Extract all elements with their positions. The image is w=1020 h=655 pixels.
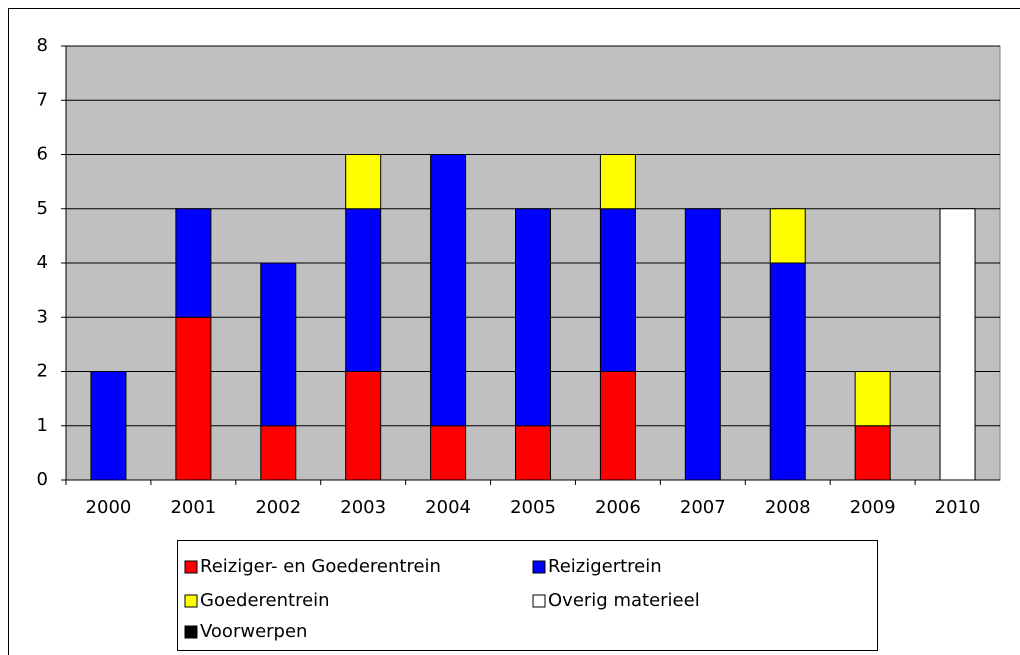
legend-label: Overig materieel	[548, 590, 700, 611]
legend-label: Reizigertrein	[548, 556, 662, 577]
bar-segment	[175, 316, 212, 481]
bar-segment	[260, 262, 297, 427]
x-tick-label: 2005	[510, 497, 556, 518]
y-tick-label: 1	[37, 415, 48, 436]
bar-segment	[430, 154, 467, 427]
bar-segment	[769, 262, 806, 481]
y-tick-label: 7	[37, 89, 48, 110]
x-tick-label: 2000	[86, 497, 132, 518]
y-tick-label: 4	[37, 252, 48, 273]
x-tick-label: 2004	[425, 497, 471, 518]
bar-segment	[345, 371, 382, 481]
x-tick-label: 2006	[595, 497, 641, 518]
y-tick-label: 6	[37, 144, 48, 165]
bar-segment	[599, 154, 636, 210]
bar-segment	[854, 425, 891, 481]
bar-segment	[599, 208, 636, 372]
x-tick-label: 2003	[340, 497, 386, 518]
bar-segment	[599, 371, 636, 481]
legend-label: Goederentrein	[200, 590, 330, 611]
legend-swatch	[184, 560, 198, 574]
y-tick-label: 0	[37, 469, 48, 490]
bar-segment	[430, 425, 467, 481]
bar-segment	[684, 208, 721, 481]
y-tick-label: 2	[37, 361, 48, 382]
bar-segment	[769, 208, 806, 264]
legend-swatch	[532, 560, 546, 574]
legend-swatch	[532, 594, 546, 608]
y-tick-label: 3	[37, 306, 48, 327]
bar-segment	[260, 425, 297, 481]
y-tick-label: 8	[37, 35, 48, 56]
legend-swatch	[184, 594, 198, 608]
legend-swatch	[184, 625, 198, 639]
x-tick-label: 2008	[765, 497, 811, 518]
bar-segment	[939, 208, 976, 481]
x-tick-label: 2002	[255, 497, 301, 518]
bar-segment	[345, 154, 382, 210]
bar-segment	[515, 425, 551, 481]
x-tick-label: 2010	[935, 497, 981, 518]
bar-segment	[90, 371, 127, 481]
legend-label: Reiziger- en Goederentrein	[200, 556, 441, 577]
bar-segment	[854, 371, 891, 427]
bar-segment	[515, 208, 551, 427]
bar-segment	[175, 208, 212, 318]
x-tick-label: 2007	[680, 497, 726, 518]
bar-segment	[345, 208, 382, 372]
legend-label: Voorwerpen	[200, 621, 307, 642]
x-tick-label: 2009	[850, 497, 896, 518]
x-tick-label: 2001	[170, 497, 216, 518]
legend-box	[177, 540, 878, 651]
y-tick-label: 5	[37, 198, 48, 219]
